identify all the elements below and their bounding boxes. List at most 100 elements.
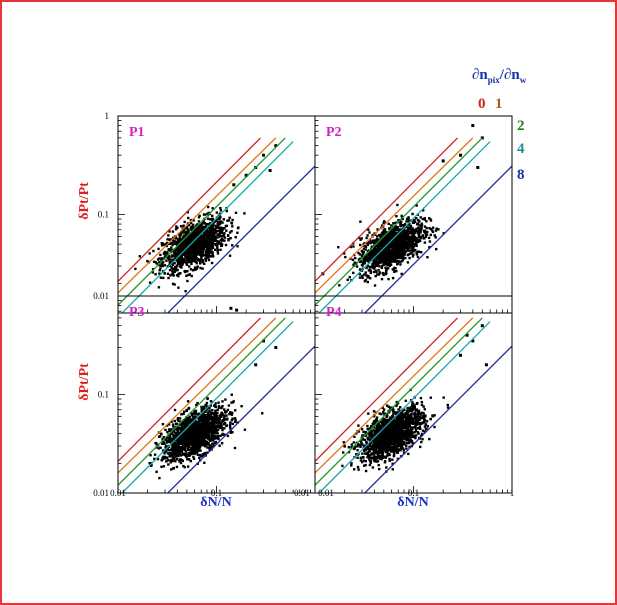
data-point	[407, 223, 410, 226]
data-point	[391, 258, 395, 261]
data-point	[366, 258, 370, 261]
data-point	[365, 236, 368, 240]
data-point	[386, 250, 390, 253]
data-point	[219, 242, 223, 245]
data-point	[261, 412, 264, 415]
data-point	[423, 241, 427, 244]
data-point	[188, 415, 191, 418]
data-point	[218, 234, 222, 237]
data-point	[216, 240, 219, 243]
data-point	[215, 427, 218, 431]
data-point	[229, 411, 232, 414]
data-point	[162, 252, 166, 255]
data-point	[434, 236, 437, 239]
data-point	[187, 241, 190, 245]
data-point	[203, 424, 207, 427]
data-point	[179, 272, 182, 275]
reference-line-4	[318, 141, 491, 313]
data-point	[394, 225, 398, 228]
data-point	[177, 449, 181, 452]
data-point	[372, 251, 375, 254]
data-point	[165, 259, 168, 262]
data-point	[224, 410, 227, 413]
data-point	[417, 219, 420, 222]
data-point	[459, 153, 462, 157]
data-point	[423, 408, 426, 411]
data-point	[393, 229, 396, 233]
data-point	[200, 408, 203, 411]
data-point	[406, 261, 410, 264]
data-point	[376, 235, 379, 238]
data-point	[211, 217, 214, 220]
data-point	[199, 244, 202, 247]
data-point	[411, 212, 414, 216]
data-point	[218, 414, 222, 417]
data-point	[176, 449, 179, 453]
data-point	[191, 243, 194, 246]
data-point	[204, 435, 207, 438]
data-point	[217, 242, 220, 245]
data-point	[170, 420, 173, 423]
data-point	[181, 434, 185, 438]
data-point	[386, 258, 389, 261]
data-point	[176, 261, 180, 264]
data-point	[174, 236, 178, 239]
data-point	[365, 259, 368, 262]
data-point	[220, 422, 223, 425]
data-point	[367, 241, 371, 244]
data-point	[219, 231, 222, 235]
data-point	[395, 245, 399, 249]
data-point	[386, 233, 389, 236]
data-point	[201, 430, 205, 433]
data-point	[431, 226, 435, 229]
data-point	[358, 257, 362, 260]
data-point	[414, 248, 417, 252]
data-point	[173, 283, 176, 286]
data-point	[179, 264, 182, 267]
data-point	[171, 455, 175, 459]
data-point	[381, 406, 384, 409]
data-point	[414, 409, 418, 412]
data-point	[170, 468, 173, 471]
data-point	[172, 240, 175, 243]
data-point	[391, 241, 394, 244]
data-point	[394, 221, 397, 224]
data-point	[166, 251, 169, 254]
data-point	[206, 247, 209, 250]
data-point	[207, 432, 210, 436]
data-point	[382, 238, 385, 241]
data-point	[363, 273, 366, 276]
data-point	[394, 248, 397, 252]
data-point	[374, 419, 378, 422]
data-point	[416, 427, 419, 430]
data-point	[361, 437, 364, 440]
data-point	[208, 241, 211, 244]
data-point	[161, 263, 164, 266]
data-point	[391, 252, 394, 255]
data-point	[419, 236, 423, 240]
data-point	[177, 257, 180, 260]
data-point	[416, 402, 419, 405]
data-point	[358, 268, 362, 271]
data-point	[376, 228, 379, 231]
data-point	[158, 435, 162, 438]
data-point	[198, 243, 201, 247]
data-point	[405, 247, 408, 250]
data-point	[413, 218, 416, 222]
data-point	[211, 412, 214, 415]
data-point	[357, 424, 360, 427]
reference-line-4	[121, 141, 294, 313]
data-point	[185, 230, 188, 233]
data-point	[385, 415, 388, 419]
data-point	[192, 433, 195, 436]
data-point	[419, 413, 422, 416]
data-point	[381, 251, 384, 255]
data-point	[185, 438, 188, 441]
data-point	[193, 249, 196, 252]
data-point	[386, 261, 389, 264]
data-point	[399, 406, 402, 409]
data-point	[179, 225, 183, 228]
data-point	[411, 255, 415, 258]
data-point	[203, 420, 206, 423]
data-point	[194, 240, 197, 243]
